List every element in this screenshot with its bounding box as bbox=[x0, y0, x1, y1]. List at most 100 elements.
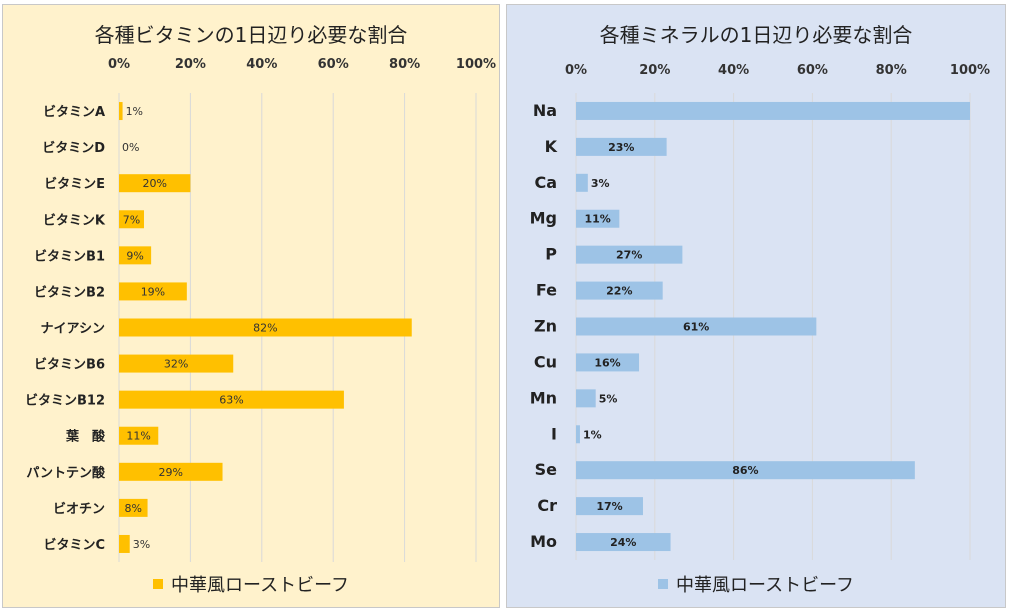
vitamin-bar bbox=[119, 498, 148, 517]
mineral-legend: 中華風ローストビーフ bbox=[507, 571, 1005, 597]
mineral-category-label: Zn bbox=[534, 317, 557, 336]
vitamin-chart-title: 各種ビタミンの1日辺り必要な割合 bbox=[94, 23, 408, 47]
mineral-legend-swatch bbox=[657, 579, 668, 589]
mineral-bar bbox=[576, 173, 588, 192]
vitamin-category-label: ビタミンB2 bbox=[34, 284, 105, 300]
vitamin-data-label: 63% bbox=[219, 394, 243, 407]
vitamin-bar bbox=[119, 426, 159, 445]
mineral-data-label: 5% bbox=[599, 392, 618, 405]
mineral-tick-label: 80% bbox=[876, 63, 907, 78]
vitamin-tick-label: 20% bbox=[175, 57, 206, 72]
vitamin-category-label: ビオチン bbox=[53, 501, 105, 517]
vitamin-data-label: 32% bbox=[164, 358, 188, 371]
mineral-chart-panel: 各種ミネラルの1日辺り必要な割合 0% 20% 40% 60% 80% 100% Na K 23… bbox=[506, 4, 1006, 608]
mineral-bar bbox=[576, 317, 817, 336]
mineral-category-label: Na bbox=[533, 101, 557, 120]
mineral-data-label: 27% bbox=[616, 249, 642, 262]
vitamin-category-label: パントテン酸 bbox=[26, 465, 106, 481]
mineral-chart-title: 各種ミネラルの1日辺り必要な割合 bbox=[599, 23, 913, 47]
vitamin-data-label: 11% bbox=[126, 430, 150, 443]
vitamin-legend: 中華風ローストビーフ bbox=[3, 571, 499, 597]
mineral-data-label: 1% bbox=[583, 428, 602, 441]
vitamin-category-label: ナイアシン bbox=[41, 322, 105, 337]
vitamin-bar bbox=[119, 318, 412, 337]
mineral-category-label: Mn bbox=[530, 388, 557, 407]
vitamin-bar bbox=[119, 462, 223, 481]
vitamin-bar bbox=[119, 174, 191, 193]
mineral-bar bbox=[576, 533, 671, 552]
vitamin-legend-swatch bbox=[152, 579, 163, 589]
vitamin-data-label: 8% bbox=[125, 502, 142, 515]
vitamin-category-label: 葉 酸 bbox=[65, 429, 106, 445]
mineral-bar bbox=[576, 497, 643, 516]
mineral-data-label: 61% bbox=[683, 321, 709, 334]
mineral-data-label: 23% bbox=[608, 141, 634, 154]
mineral-category-label: Fe bbox=[536, 281, 557, 300]
vitamin-tick-label: 60% bbox=[318, 57, 349, 72]
mineral-bar bbox=[576, 101, 970, 120]
mineral-bar bbox=[576, 389, 596, 408]
vitamin-category-label: ビタミンE bbox=[44, 176, 105, 192]
vitamin-data-label: 3% bbox=[133, 538, 150, 551]
vitamin-category-label: ビタミンB12 bbox=[25, 393, 105, 409]
vitamin-category-label: ビタミンA bbox=[43, 104, 105, 120]
vitamin-category-label: ビタミンK bbox=[43, 212, 106, 228]
mineral-tick-label: 60% bbox=[797, 63, 828, 78]
mineral-tick-label: 100% bbox=[950, 63, 990, 78]
mineral-data-label: 86% bbox=[732, 464, 758, 477]
mineral-bar bbox=[576, 425, 580, 444]
vitamin-bar bbox=[119, 534, 130, 553]
mineral-category-label: Se bbox=[535, 460, 558, 479]
mineral-tick-label: 40% bbox=[718, 63, 749, 78]
vitamin-data-label: 9% bbox=[126, 249, 143, 262]
vitamin-tick-label: 80% bbox=[389, 57, 420, 72]
vitamin-bar bbox=[119, 390, 344, 409]
vitamin-chart-panel: 各種ビタミンの1日辺り必要な割合 0% 20% 40% 60% 80% 100% ビタミンA… bbox=[2, 4, 500, 608]
mineral-category-label: Mo bbox=[530, 532, 557, 551]
vitamin-bar bbox=[119, 282, 187, 301]
mineral-legend-label: 中華風ローストビーフ bbox=[675, 575, 855, 596]
vitamin-category-label: ビタミンC bbox=[43, 537, 105, 553]
vitamin-data-label: 19% bbox=[141, 285, 165, 298]
vitamin-category-label: ビタミンD bbox=[42, 140, 105, 156]
mineral-bar bbox=[576, 245, 683, 264]
mineral-category-label: I bbox=[551, 424, 557, 443]
mineral-category-label: Mg bbox=[530, 209, 557, 228]
mineral-data-label: 11% bbox=[584, 213, 610, 226]
vitamin-legend-label: 中華風ローストビーフ bbox=[170, 575, 350, 596]
mineral-bar bbox=[576, 137, 667, 156]
vitamin-data-label: 0% bbox=[122, 141, 139, 154]
mineral-tick-label: 0% bbox=[565, 63, 587, 78]
mineral-bar bbox=[576, 461, 915, 480]
vitamin-tick-label: 100% bbox=[456, 57, 496, 72]
vitamin-data-label: 20% bbox=[142, 177, 166, 190]
vitamin-bar bbox=[119, 354, 234, 373]
mineral-data-label: 3% bbox=[591, 177, 610, 190]
vitamin-chart-plot: 0% 20% 40% 60% 80% 100% ビタミンA 1% ビタミンD 0% ビタミンE 20%… bbox=[25, 57, 496, 562]
mineral-bar bbox=[576, 209, 620, 228]
mineral-category-label: P bbox=[545, 245, 557, 264]
vitamin-bar bbox=[119, 210, 144, 229]
vitamin-bar bbox=[119, 102, 123, 121]
mineral-tick-label: 20% bbox=[639, 63, 670, 78]
vitamin-category-label: ビタミンB1 bbox=[34, 248, 105, 264]
mineral-data-label: 17% bbox=[596, 500, 622, 513]
vitamin-bar bbox=[119, 246, 152, 265]
mineral-category-label: Cr bbox=[537, 496, 557, 515]
vitamin-category-label: ビタミンB6 bbox=[34, 357, 105, 373]
vitamin-data-label: 7% bbox=[123, 213, 140, 226]
mineral-bar bbox=[576, 281, 663, 300]
vitamin-tick-label: 40% bbox=[246, 57, 277, 72]
mineral-data-label: 22% bbox=[606, 285, 632, 298]
mineral-data-label: 16% bbox=[594, 356, 620, 369]
mineral-chart-plot: 0% 20% 40% 60% 80% 100% Na K 23% Ca 3% Mg 11% P 27% Fe 2… bbox=[530, 63, 990, 560]
mineral-bar bbox=[576, 353, 640, 372]
vitamin-data-label: 82% bbox=[253, 322, 277, 335]
mineral-data-label: 24% bbox=[610, 536, 636, 549]
mineral-category-label: K bbox=[545, 137, 558, 156]
vitamin-data-label: 1% bbox=[126, 105, 143, 118]
mineral-category-label: Ca bbox=[534, 173, 557, 192]
mineral-category-label: Cu bbox=[534, 352, 557, 371]
vitamin-tick-label: 0% bbox=[108, 57, 130, 72]
vitamin-data-label: 29% bbox=[159, 466, 183, 479]
